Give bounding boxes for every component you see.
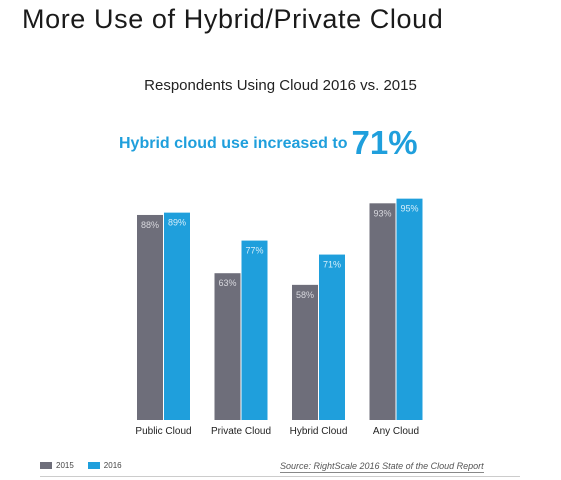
bar-2016-any-cloud [396, 198, 423, 420]
chart-subtitle: Respondents Using Cloud 2016 vs. 2015 [144, 77, 417, 94]
legend-swatch-2015 [40, 462, 52, 469]
category-label-hybrid-cloud: Hybrid Cloud [290, 426, 348, 437]
category-label-private-cloud: Private Cloud [211, 426, 271, 437]
footer-rule [40, 476, 520, 477]
source-note: Source: RightScale 2016 State of the Clo… [280, 461, 484, 473]
bar-2015-private-cloud [214, 273, 241, 420]
bar-2015-any-cloud [369, 203, 396, 420]
bar-2016-hybrid-cloud [319, 254, 345, 420]
category-label-any-cloud: Any Cloud [373, 426, 419, 437]
page-title: More Use of Hybrid/Private Cloud [22, 4, 444, 34]
data-label-2015-hybrid-cloud: 58% [296, 290, 314, 300]
bar-2015-public-cloud [137, 214, 163, 420]
data-label-2016-private-cloud: 77% [245, 246, 263, 256]
bar-2016-public-cloud [164, 212, 190, 420]
bar-2015-hybrid-cloud [292, 284, 318, 420]
highlight-text: Hybrid cloud use increased to [119, 135, 348, 152]
highlight-value: 71% [351, 124, 418, 161]
legend-swatch-2016 [87, 462, 100, 469]
data-label-2015-any-cloud: 93% [373, 208, 391, 218]
category-label-public-cloud: Public Cloud [135, 426, 191, 437]
data-label-2016-public-cloud: 89% [168, 218, 186, 228]
legend-label-2015: 2015 [56, 461, 74, 470]
legend-item-2015: 2015 [40, 461, 74, 470]
data-label-2016-any-cloud: 95% [400, 204, 418, 214]
data-label-2015-private-cloud: 63% [218, 278, 236, 288]
legend-item-2016: 2016 [87, 461, 122, 470]
legend: 2015 2016 [40, 461, 136, 470]
bar-2016-private-cloud [241, 240, 268, 420]
highlight-callout: Hybrid cloud use increased to 71% [119, 124, 418, 162]
data-label-2015-public-cloud: 88% [141, 220, 159, 230]
legend-label-2016: 2016 [103, 461, 122, 470]
data-label-2016-hybrid-cloud: 71% [323, 260, 341, 270]
